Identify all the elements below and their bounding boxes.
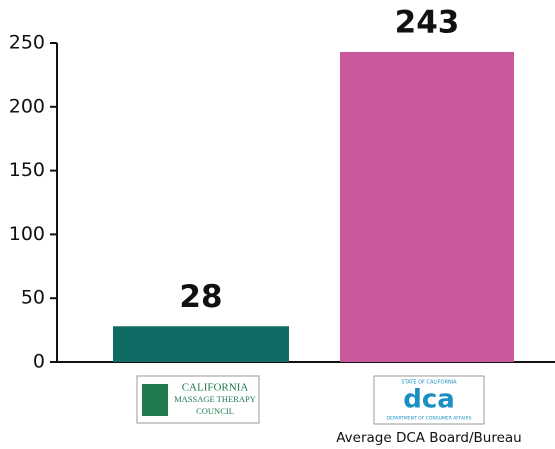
data-label: 243	[395, 4, 460, 40]
logo-text: STATE OF CALIFORNIA	[401, 380, 457, 386]
y-tick-label: 200	[9, 95, 45, 117]
logo-box	[373, 375, 485, 425]
y-tick-label: 0	[33, 351, 45, 373]
logo-icon	[142, 384, 168, 416]
data-label: 28	[179, 279, 222, 315]
y-tick-label: 150	[9, 159, 45, 181]
logo-text: dca	[403, 385, 455, 415]
bar	[340, 51, 514, 362]
logo-text: MASSAGE THERAPY	[174, 394, 256, 404]
y-tick-label: 250	[9, 32, 45, 54]
logo-text: CALIFORNIA	[182, 382, 249, 394]
logo-text: DEPARTMENT OF CONSUMER AFFAIRS	[387, 416, 472, 422]
y-tick-label: 50	[21, 287, 45, 309]
y-tick-label: 100	[9, 223, 45, 245]
logo-text: COUNCIL	[196, 406, 234, 416]
bar	[113, 326, 289, 362]
x-tick-label: Average DCA Board/Bureau	[336, 430, 522, 446]
